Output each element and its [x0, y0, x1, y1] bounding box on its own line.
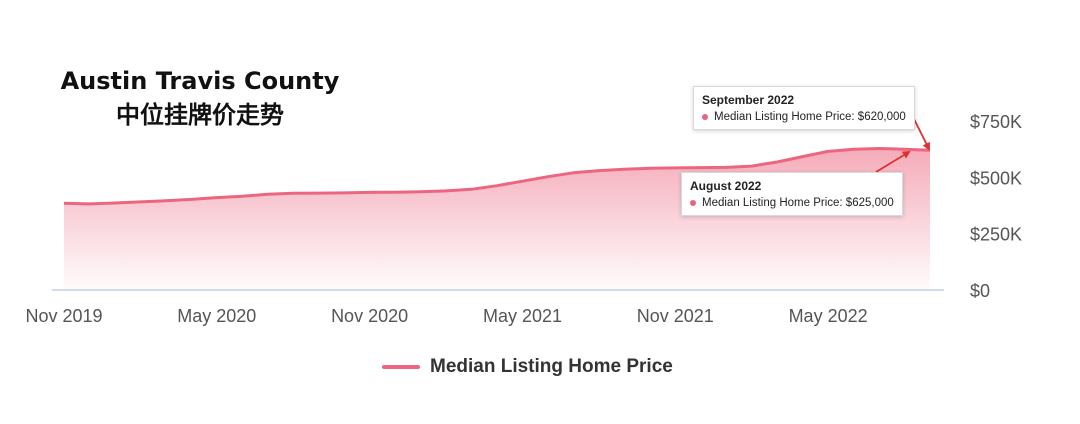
tooltip-value: Median Listing Home Price: $620,000	[714, 111, 906, 123]
tooltip-month: September 2022	[702, 93, 795, 107]
x-tick-label: Nov 2019	[25, 306, 102, 326]
tooltip-value: Median Listing Home Price: $625,000	[702, 197, 894, 209]
y-tick-label: $500K	[970, 168, 1022, 188]
x-tick-label: May 2021	[483, 306, 562, 326]
series-dot-icon	[690, 200, 696, 206]
x-tick-label: May 2020	[177, 306, 256, 326]
tooltip-row: Median Listing Home Price: $620,000	[702, 111, 906, 123]
arrow-aug-2022	[875, 150, 911, 173]
tooltip-august-2022: August 2022 Median Listing Home Price: $…	[681, 172, 903, 216]
y-tick-label: $0	[970, 281, 990, 301]
y-tick-label: $250K	[970, 225, 1022, 245]
area-fill-layer	[64, 148, 930, 290]
chart-title-line2: 中位挂牌价走势	[116, 101, 284, 129]
x-tick-label: Nov 2021	[637, 306, 714, 326]
tooltip-row: Median Listing Home Price: $625,000	[690, 197, 894, 209]
series-area	[64, 148, 930, 290]
legend-swatch-icon	[382, 365, 420, 369]
legend[interactable]: Median Listing Home Price	[382, 356, 673, 378]
y-tick-labels: $750K $500K $250K $0	[970, 112, 1022, 301]
chart-title-line1: Austin Travis County	[60, 67, 340, 95]
tooltip-month: August 2022	[690, 179, 762, 193]
series-line-median-listing-home-price	[63, 147, 931, 206]
series-dot-icon	[702, 114, 708, 120]
chart-title: Austin Travis County 中位挂牌价走势	[40, 64, 360, 132]
legend-label: Median Listing Home Price	[430, 356, 673, 377]
x-tick-label: May 2022	[789, 306, 868, 326]
y-tick-label: $750K	[970, 112, 1022, 132]
x-tick-label: Nov 2020	[331, 306, 408, 326]
tooltip-september-2022: September 2022 Median Listing Home Price…	[693, 86, 915, 130]
x-tick-labels: Nov 2019 May 2020 Nov 2020 May 2021 Nov 2021…	[25, 306, 867, 326]
series-line-layer	[63, 147, 931, 206]
